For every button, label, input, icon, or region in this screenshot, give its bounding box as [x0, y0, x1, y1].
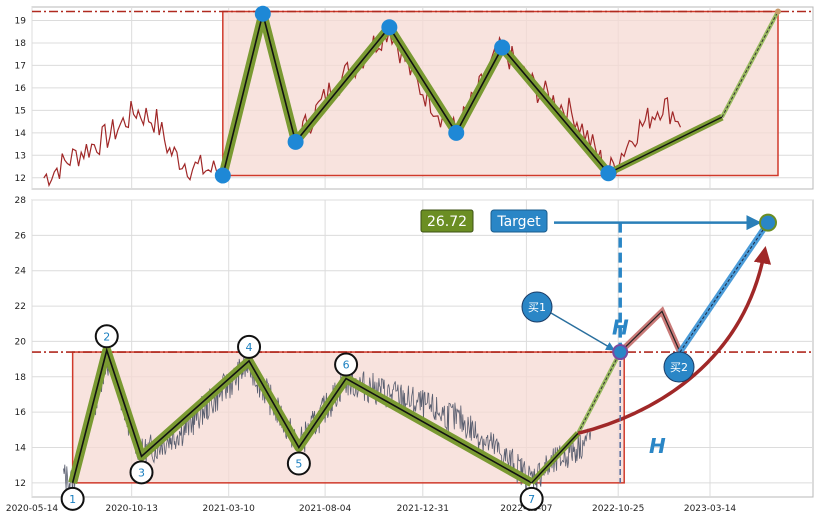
bottom-y-tick-label: 18 [15, 373, 27, 383]
x-tick-label: 2021-03-10 [203, 504, 256, 514]
top-panel [32, 5, 813, 188]
pivot-label: 3 [138, 466, 145, 479]
top-pivot-marker [494, 39, 511, 56]
bottom-y-tick-label: 12 [15, 479, 26, 489]
bottom-y-tick-label: 22 [15, 302, 26, 312]
x-tick-label: 2020-05-14 [6, 504, 59, 514]
pivot-label: 7 [528, 493, 535, 506]
x-tick-label: 2021-08-04 [299, 504, 352, 514]
pivot-label: 4 [246, 341, 253, 354]
target-label-box [490, 209, 548, 233]
pivot-circle [129, 460, 154, 485]
bottom-projection-line [577, 351, 621, 434]
target-projection-line [679, 222, 769, 353]
top-pivot-marker [381, 19, 398, 36]
pivot-circle [519, 486, 544, 511]
pivot-circle [237, 334, 262, 359]
buy1-pointer [550, 312, 615, 351]
buy1-point [612, 344, 629, 361]
bottom-y-tick-label: 16 [15, 408, 27, 418]
top-projection-band [720, 10, 780, 119]
top-y-tick-label: 19 [15, 16, 27, 26]
top-range-box [222, 10, 779, 177]
x-tick-label: 2023-03-14 [684, 504, 737, 514]
pivot-label: 1 [69, 493, 76, 506]
x-tick-label: 2021-12-31 [397, 504, 449, 514]
top-y-tick-label: 14 [15, 129, 27, 139]
height-label-upper: H [612, 315, 629, 339]
bottom-y-tick-label: 20 [15, 337, 27, 347]
top-target-dot [775, 8, 781, 15]
pivot-label: 6 [343, 359, 350, 372]
pivot-circle [94, 324, 119, 349]
buy2-label: 买2 [670, 361, 688, 374]
target-value-box [420, 209, 474, 233]
buy1-label: 买1 [528, 301, 546, 314]
bottom-y-tick-label: 26 [15, 231, 27, 241]
annotations: H H 26.72 Target 买1 买2 1 2 3 4 5 6 7 [60, 209, 777, 511]
bottom-y-tick-label: 14 [15, 444, 27, 454]
top-y-tick-label: 18 [15, 39, 27, 49]
top-breakout-line [608, 116, 723, 174]
target-value-text: 26.72 [427, 214, 467, 230]
top-y-tick-label: 16 [15, 84, 27, 94]
top-pivot-marker [254, 5, 271, 22]
top-y-tick-label: 17 [15, 61, 26, 71]
target-point [759, 213, 777, 232]
bottom-breakout-line [531, 432, 579, 484]
bottom-y-tick-label: 28 [15, 196, 27, 206]
pivot-circle [60, 486, 85, 511]
target-label-text: Target [496, 214, 541, 230]
bottom-y-tick-label: 24 [15, 267, 27, 277]
x-tick-label: 2020-10-13 [106, 504, 158, 514]
x-tick-label: 2022-10-25 [592, 504, 644, 514]
top-pivot-marker [600, 165, 617, 182]
pullback-line [619, 310, 681, 353]
pivot-circle [286, 451, 311, 476]
height-label-lower: H [649, 434, 666, 458]
top-y-tick-label: 15 [15, 106, 26, 116]
top-y-tick-label: 12 [15, 174, 26, 184]
top-pivot-marker [214, 167, 231, 184]
buy1-badge [521, 291, 553, 323]
curved-projection-arrow [577, 246, 772, 436]
buy2-badge [663, 351, 695, 383]
pivot-circle [334, 352, 359, 377]
top-pivot-marker [287, 133, 304, 150]
top-y-tick-label: 13 [15, 151, 26, 161]
bottom-pattern-line [71, 347, 533, 484]
pivot-label: 5 [295, 458, 302, 471]
top-pivot-marker [448, 124, 465, 141]
pivot-label: 2 [103, 330, 110, 343]
